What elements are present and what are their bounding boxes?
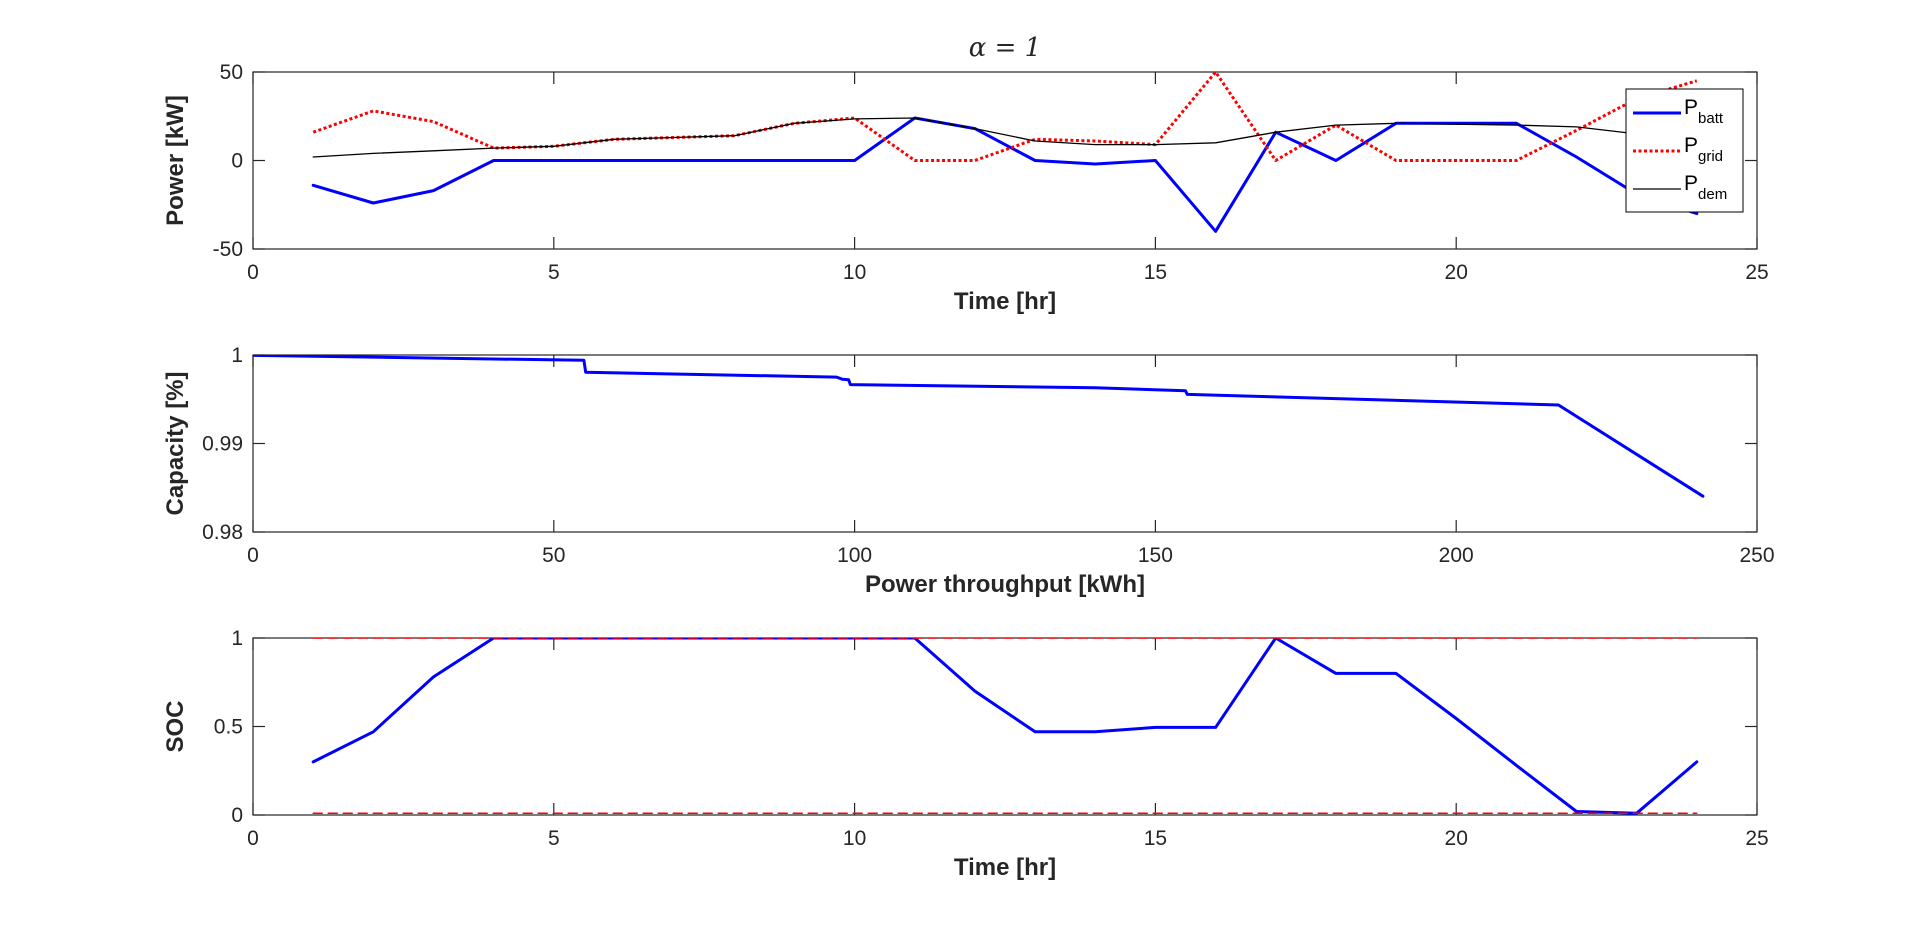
y-tick-label: 0.99 [202,433,243,456]
series-line-grid [312,72,1698,162]
y-axis-label: Power [kW] [162,95,189,226]
series-group [311,72,1699,233]
axes-box [252,637,1758,816]
x-tick-label: 200 [1439,544,1474,567]
x-tick-label: 250 [1739,544,1774,567]
x-axis-label: Time [hr] [954,854,1056,881]
series-line-s1 [311,638,1699,815]
subplot-2: 0 50 100 150 200 250 0.98 0.99 1 Power throughput… [162,344,1775,598]
axes-box [252,354,1758,533]
legend-label-subscript: grid [1698,148,1723,165]
x-tick-label: 10 [843,827,866,850]
x-tick-label: 15 [1144,261,1167,284]
x-tick-label: 25 [1745,261,1768,284]
series-line-s1 [253,355,1705,498]
x-axis-label: Time [hr] [954,288,1056,315]
y-tick-label: 0.5 [214,716,243,739]
chart-title: α = 1 [969,33,1041,63]
x-tick-label: 0 [247,544,259,567]
legend-label-subscript: batt [1698,110,1724,127]
x-tick-label: 20 [1445,261,1468,284]
y-axis-label: SOC [162,700,189,752]
x-tick-label: 5 [548,827,560,850]
legend-label-batt: Pbatt [1684,96,1724,127]
x-tick-label: 20 [1445,827,1468,850]
series-group [311,638,1699,815]
y-tick-label: -50 [213,238,243,261]
x-tick-label: 15 [1144,827,1167,850]
legend-label-main: P [1684,134,1698,157]
x-tick-label: 150 [1138,544,1173,567]
x-tick-label: 5 [548,261,560,284]
series-group [253,355,1705,498]
x-tick-label: 0 [247,827,259,850]
x-tick-label: 10 [843,261,866,284]
x-tick-label: 50 [542,544,565,567]
legend-label-main: P [1684,96,1698,119]
y-tick-label: 0 [231,150,243,173]
y-tick-label: 1 [231,627,243,650]
x-axis-label: Power throughput [kWh] [865,571,1145,598]
legend-label-main: P [1684,172,1698,195]
legend-label-subscript: dem [1698,186,1727,203]
y-tick-label: 0 [231,804,243,827]
subplot-3: 0 5 10 15 20 25 0 0.5 1 Time [hr] SOC [162,627,1769,881]
y-tick-label: 1 [231,344,243,367]
series-line-dem [312,117,1698,158]
legend-label-grid: Pgrid [1684,134,1723,165]
series-line-batt [311,116,1699,233]
y-axis-label: Capacity [%] [162,371,189,515]
x-tick-label: 100 [837,544,872,567]
x-tick-label: 0 [247,261,259,284]
axes-box [252,71,1758,250]
y-tick-label: 0.98 [202,521,243,544]
x-tick-label: 25 [1745,827,1768,850]
y-tick-label: 50 [220,61,243,84]
legend-label-dem: Pdem [1684,172,1727,203]
